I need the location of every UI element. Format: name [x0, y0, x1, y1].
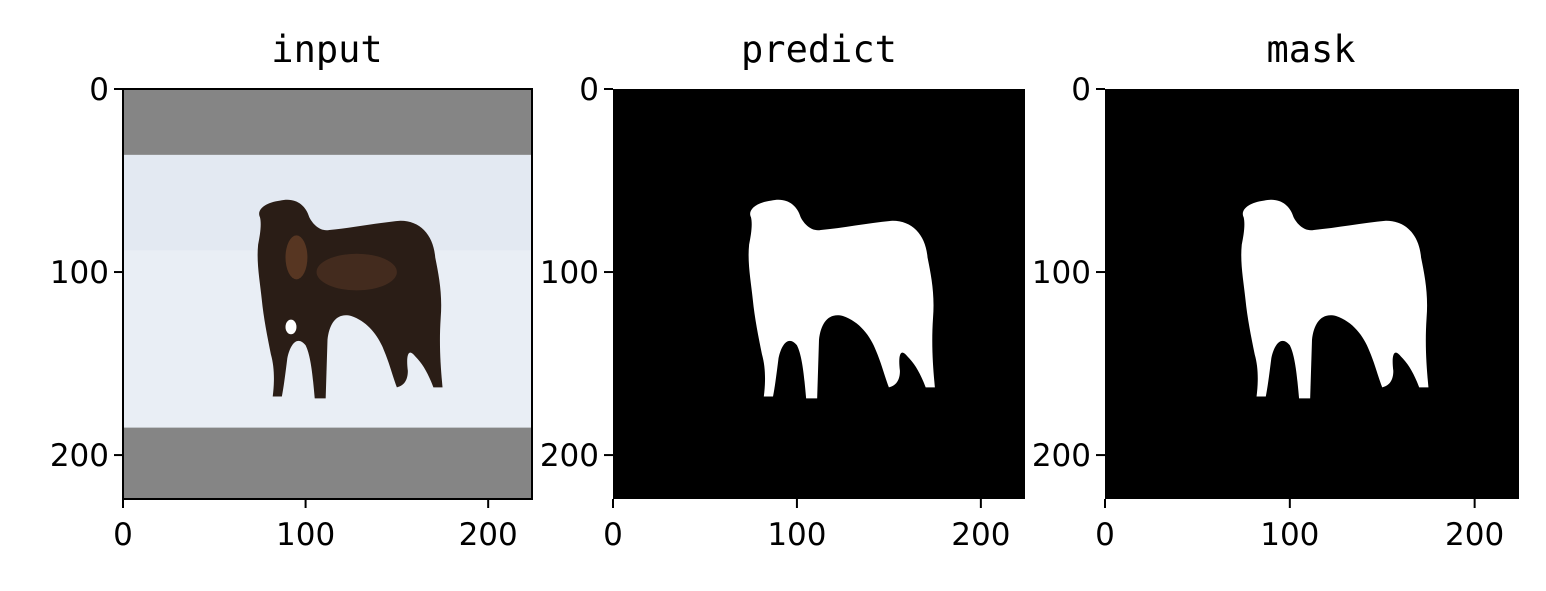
mask-image [1105, 89, 1519, 499]
y-tick-label: 200 [540, 438, 599, 474]
axis-ticks: 0 100 200 0 100 200 [50, 72, 518, 553]
axes-frame [122, 88, 533, 500]
panel-title: predict [741, 28, 897, 71]
panel-title: mask [1266, 28, 1355, 71]
x-tick-label: 100 [276, 517, 335, 553]
axis-ticks: 0 100 200 0 100 200 [1032, 72, 1504, 553]
x-tick-label: 200 [459, 517, 518, 553]
y-tick-label: 100 [1032, 255, 1091, 291]
axis-ticks: 0 100 200 0 100 200 [540, 72, 1011, 553]
panel-mask: mask 0 100 200 0 100 200 [1032, 28, 1519, 553]
y-tick-label: 0 [1071, 72, 1091, 108]
panel-title: input [271, 28, 382, 71]
x-tick-label: 100 [1260, 517, 1319, 553]
y-tick-label: 0 [89, 72, 109, 108]
x-tick-label: 0 [113, 517, 133, 553]
panel-predict: predict 0 100 200 0 100 200 [540, 28, 1025, 553]
y-tick-label: 200 [1032, 438, 1091, 474]
x-tick-label: 200 [951, 517, 1010, 553]
y-tick-label: 0 [579, 72, 599, 108]
y-tick-label: 100 [50, 255, 109, 291]
x-tick-label: 100 [767, 517, 826, 553]
dog-figure [257, 199, 443, 399]
x-tick-label: 200 [1445, 517, 1504, 553]
predict-image [613, 89, 1025, 499]
x-tick-label: 0 [1095, 517, 1115, 553]
y-tick-label: 200 [50, 438, 109, 474]
input-image [123, 89, 532, 499]
x-tick-label: 0 [603, 517, 623, 553]
y-tick-label: 100 [540, 255, 599, 291]
panel-input: input 0 100 200 0 100 200 [50, 28, 533, 553]
